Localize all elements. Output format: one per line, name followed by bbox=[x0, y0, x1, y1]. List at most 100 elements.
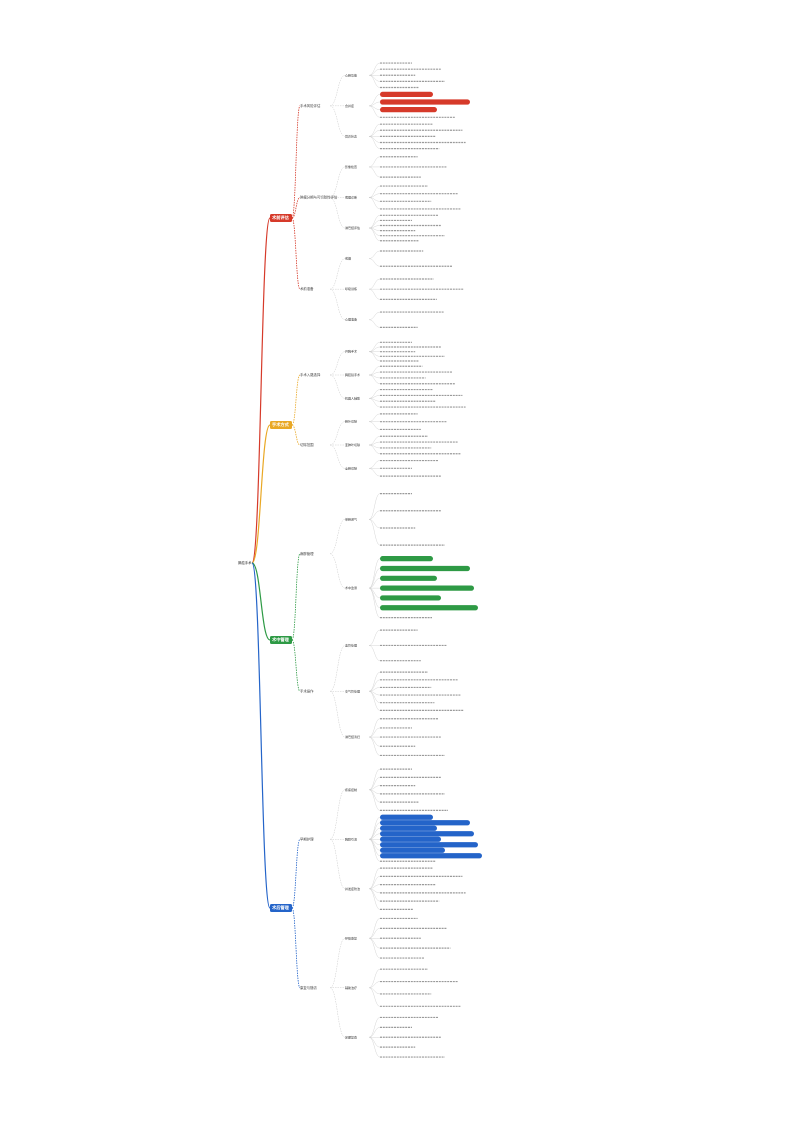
leaf-pill-2-0-1-5 bbox=[380, 605, 478, 611]
leaf-connector-2-0-0-0 bbox=[368, 493, 381, 520]
leaf-connector-2-1-1-1 bbox=[368, 679, 381, 692]
child-connector-1-1-0 bbox=[329, 421, 346, 446]
leaf-connector-1-1-2-2 bbox=[368, 468, 381, 477]
leaf-connector-2-0-1-0 bbox=[368, 558, 381, 589]
group-label-3-0: 早期护理 bbox=[300, 836, 314, 841]
leaf-connector-0-0-2-4 bbox=[368, 136, 381, 149]
leaf-connector-3-1-1-2 bbox=[368, 987, 381, 995]
child-connector-3-0-2 bbox=[329, 839, 346, 889]
child-connector-2-1-2 bbox=[329, 691, 346, 738]
group-label-2-1: 手术操作 bbox=[300, 688, 314, 693]
leaf-pill-0-0-1-1 bbox=[380, 99, 470, 105]
child-label-2-1-1: 支气管处理 bbox=[345, 688, 360, 693]
leaf-connector-0-0-1-1 bbox=[368, 101, 381, 107]
leaf-pill-2-0-1-0 bbox=[380, 556, 433, 562]
child-label-2-0-1: 术中监测 bbox=[345, 585, 357, 590]
child-label-0-2-0: 戒烟 bbox=[345, 256, 351, 261]
leaf-connector-2-0-0-1 bbox=[368, 510, 381, 520]
leaf-pill-2-0-1-1 bbox=[380, 565, 470, 572]
child-label-0-0-0: 心肺功能 bbox=[345, 72, 357, 77]
group-connector-3-0 bbox=[291, 838, 301, 909]
leaf-connector-2-1-2-3 bbox=[368, 736, 381, 747]
leaf-connector-3-0-1-2 bbox=[368, 828, 381, 840]
leaf-connector-2-0-0-2 bbox=[368, 519, 381, 529]
leaf-connector-0-1-0-0 bbox=[368, 156, 381, 168]
leaf-connector-0-2-0-0 bbox=[368, 250, 381, 259]
child-connector-3-0-0 bbox=[329, 789, 346, 840]
branch-node-1 bbox=[270, 421, 292, 429]
branch-label-2: 术中管理 bbox=[272, 636, 290, 643]
leaf-connector-0-2-1-2 bbox=[368, 288, 381, 300]
child-label-1-0-1: 胸腔镜手术 bbox=[345, 372, 360, 377]
leaf-connector-0-1-1-0 bbox=[368, 185, 381, 198]
branch-node-3 bbox=[270, 904, 292, 912]
group-connector-1-0 bbox=[291, 374, 301, 426]
branch-label-1: 手术方式 bbox=[272, 421, 290, 428]
child-label-2-1-0: 血管处理 bbox=[345, 642, 357, 647]
leaf-pill-3-0-1-3 bbox=[380, 831, 474, 837]
leaf-connector-3-0-0-0 bbox=[368, 768, 381, 790]
connector-layer bbox=[251, 62, 381, 1058]
leaf-pill-0-0-1-0 bbox=[380, 91, 433, 97]
child-connector-0-0-2 bbox=[329, 105, 346, 137]
child-label-0-0-2: 营养状态 bbox=[345, 133, 357, 138]
leaf-connector-3-0-0-1 bbox=[368, 777, 381, 790]
leaf-pill-3-0-1-6 bbox=[380, 847, 445, 853]
leaf-connector-2-1-2-1 bbox=[368, 727, 381, 738]
leaf-connector-3-0-2-5 bbox=[368, 888, 381, 910]
leaf-connector-2-1-1-0 bbox=[368, 671, 381, 692]
branch-connector-3 bbox=[251, 562, 271, 909]
group-connector-1-1 bbox=[291, 424, 301, 446]
leaf-connector-0-2-0-1 bbox=[368, 258, 381, 267]
leaf-connector-0-2-2-1 bbox=[368, 319, 381, 328]
leaf-connector-3-1-1-3 bbox=[368, 987, 381, 1007]
child-label-0-1-1: 病理诊断 bbox=[345, 195, 357, 200]
leaf-connector-3-0-2-1 bbox=[368, 876, 381, 889]
leaf-connector-1-1-0-0 bbox=[368, 413, 381, 422]
group-label-3-1: 康复与随访 bbox=[300, 985, 318, 990]
group-label-1-1: 切除范围 bbox=[300, 442, 314, 447]
leaf-connector-2-1-1-2 bbox=[368, 687, 381, 692]
leaf-connector-2-1-2-4 bbox=[368, 736, 381, 756]
leaf-pill-3-0-1-0 bbox=[380, 814, 433, 820]
child-connector-0-0-0 bbox=[329, 75, 346, 107]
leaf-connector-2-0-0-3 bbox=[368, 519, 381, 546]
branch-connector-1 bbox=[251, 424, 271, 564]
child-label-3-0-2: 并发症防治 bbox=[345, 886, 360, 891]
leaf-pill-3-0-1-7 bbox=[380, 853, 482, 859]
leaf-pill-2-0-1-3 bbox=[380, 585, 474, 591]
child-label-2-1-2: 淋巴结清扫 bbox=[345, 734, 360, 739]
child-label-3-0-1: 胸腔引流 bbox=[345, 836, 357, 841]
group-connector-2-1 bbox=[291, 639, 301, 692]
child-connector-1-0-2 bbox=[329, 374, 346, 399]
group-label-0-2: 术前准备 bbox=[300, 286, 314, 291]
leaf-connector-0-2-1-0 bbox=[368, 278, 381, 290]
child-label-3-1-2: 定期复查 bbox=[345, 1034, 357, 1039]
leaf-connector-3-1-2-4 bbox=[368, 1037, 381, 1058]
child-label-0-2-1: 呼吸训练 bbox=[345, 286, 357, 291]
leaf-connector-0-0-1-3 bbox=[368, 105, 381, 118]
branch-node-0 bbox=[270, 214, 292, 222]
leaf-connector-2-0-1-2 bbox=[368, 578, 381, 589]
child-connector-2-0-0 bbox=[329, 519, 346, 554]
group-connector-2-0 bbox=[291, 553, 301, 641]
child-label-2-0-0: 单肺通气 bbox=[345, 516, 357, 521]
group-connector-0-2 bbox=[291, 217, 301, 290]
child-label-0-1-0: 影像检查 bbox=[345, 164, 357, 169]
leaf-connector-1-1-2-0 bbox=[368, 460, 381, 469]
leaf-pill-3-0-1-2 bbox=[380, 825, 437, 831]
leaf-connector-1-0-0-0 bbox=[368, 342, 381, 352]
leaf-connector-3-0-1-8 bbox=[368, 839, 381, 862]
child-label-1-1-2: 全肺切除 bbox=[345, 465, 357, 470]
child-label-0-1-2: 淋巴结评估 bbox=[345, 225, 360, 230]
leaf-connector-3-1-2-0 bbox=[368, 1017, 381, 1038]
leaf-connector-3-1-1-0 bbox=[368, 968, 381, 988]
leaf-connector-3-1-0-3 bbox=[368, 938, 381, 949]
leaf-connector-0-0-2-1 bbox=[368, 130, 381, 137]
leaf-connector-2-1-0-0 bbox=[368, 629, 381, 646]
child-label-0-2-2: 心理准备 bbox=[345, 317, 357, 322]
leaf-pill-2-0-1-2 bbox=[380, 575, 437, 581]
leaf-connector-2-0-1-5 bbox=[368, 587, 381, 608]
group-label-2-0: 麻醉管理 bbox=[300, 551, 314, 556]
leaf-connector-0-1-0-2 bbox=[368, 166, 381, 178]
